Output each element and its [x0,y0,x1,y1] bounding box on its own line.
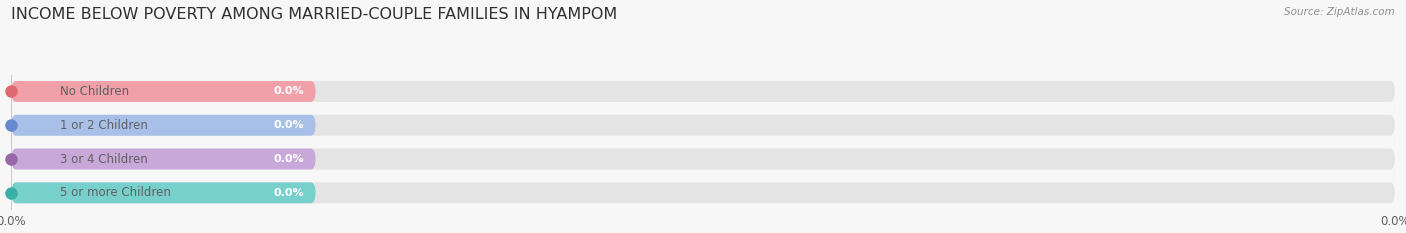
Text: 3 or 4 Children: 3 or 4 Children [59,153,148,165]
Text: 0.0%: 0.0% [274,86,305,96]
FancyBboxPatch shape [11,149,315,169]
Text: Source: ZipAtlas.com: Source: ZipAtlas.com [1284,7,1395,17]
Text: INCOME BELOW POVERTY AMONG MARRIED-COUPLE FAMILIES IN HYAMPOM: INCOME BELOW POVERTY AMONG MARRIED-COUPL… [11,7,617,22]
FancyBboxPatch shape [11,81,315,102]
Text: 0.0%: 0.0% [274,120,305,130]
FancyBboxPatch shape [11,182,1395,203]
Text: 0.0%: 0.0% [274,188,305,198]
Text: 5 or more Children: 5 or more Children [59,186,170,199]
FancyBboxPatch shape [11,149,1395,169]
FancyBboxPatch shape [11,115,1395,136]
FancyBboxPatch shape [11,115,315,136]
FancyBboxPatch shape [11,182,315,203]
Text: 0.0%: 0.0% [274,154,305,164]
Text: 1 or 2 Children: 1 or 2 Children [59,119,148,132]
Text: No Children: No Children [59,85,129,98]
FancyBboxPatch shape [11,81,1395,102]
